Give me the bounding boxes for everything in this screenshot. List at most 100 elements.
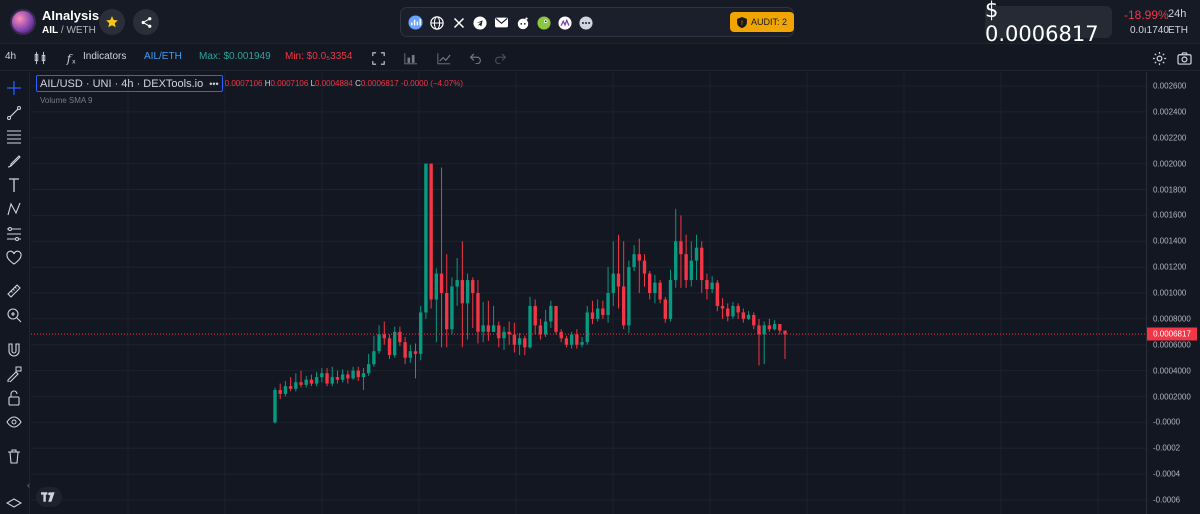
candle-body [434, 273, 439, 300]
candle-body [772, 324, 777, 330]
trendline-icon[interactable] [5, 104, 23, 122]
price-axis-tick: 0.002600 [1153, 81, 1187, 91]
candle-body [304, 379, 308, 385]
pair-toggle[interactable]: AIL/ETH [144, 51, 182, 62]
candle [783, 330, 787, 359]
magnet-icon[interactable] [5, 341, 23, 359]
audit-badge[interactable]: ! AUDIT: 2 [730, 12, 795, 32]
zoom-in-icon[interactable] [5, 306, 23, 324]
trash-icon[interactable] [5, 447, 23, 465]
coinmarketcap-icon[interactable] [557, 15, 572, 30]
price-axis-tick: 0.001600 [1153, 210, 1187, 220]
candle [288, 377, 293, 392]
candle-body [627, 267, 631, 326]
candle [507, 321, 511, 345]
candle-body [299, 382, 303, 385]
symbol-legend[interactable]: AIL/USD · UNI · 4h · DEXTools.io ••• [36, 75, 223, 92]
candle [772, 320, 777, 331]
candle-body [538, 325, 543, 335]
candle-body [330, 377, 334, 384]
line-chart-icon[interactable] [436, 50, 452, 66]
favorite-button[interactable] [99, 9, 125, 35]
candle [632, 245, 636, 272]
candlestick-chart[interactable] [31, 72, 1146, 514]
candle [564, 335, 569, 348]
candle [398, 326, 402, 347]
candle [741, 308, 746, 323]
more-icon[interactable] [578, 15, 593, 30]
ohlc-values: 0.0007106 H0.0007106 L0.0004884 C0.00068… [225, 79, 463, 88]
max-price-label: Max: $0.001949 [199, 51, 271, 62]
camera-icon[interactable] [1176, 50, 1192, 66]
candle-body [419, 312, 423, 354]
globe-icon[interactable] [429, 15, 444, 30]
candle-body [471, 280, 475, 293]
candle-body [512, 334, 517, 345]
candle [720, 298, 725, 319]
candle-body [377, 334, 381, 352]
ruler-icon[interactable] [5, 282, 23, 300]
legend-more-button[interactable]: ••• [209, 78, 219, 89]
candle [523, 335, 527, 356]
price-usd: $ 0.0006817 [985, 0, 1112, 46]
candle-body [294, 382, 298, 389]
tradingview-logo[interactable] [36, 487, 62, 507]
reddit-icon[interactable] [515, 15, 530, 30]
candle [309, 374, 314, 387]
candle [679, 215, 683, 288]
candlestick-icon [34, 51, 46, 65]
indicators-button[interactable]: Indicators [83, 51, 127, 62]
layers-icon[interactable] [5, 496, 23, 514]
dextools-icon[interactable] [408, 15, 423, 30]
bar-chart-icon[interactable] [403, 50, 419, 66]
candle-body [455, 280, 459, 287]
price-axis-tick: 0.001400 [1153, 236, 1187, 246]
candle-type-button[interactable] [32, 50, 48, 66]
candle [445, 254, 449, 348]
lock-drawing-icon[interactable] [5, 365, 23, 383]
candle-body [320, 373, 324, 378]
price-axis-tick: -0.0004 [1153, 469, 1181, 479]
interval-selector[interactable]: 4h [5, 51, 17, 62]
candle-body [762, 325, 766, 335]
text-icon[interactable] [5, 176, 23, 194]
candle-body [460, 280, 465, 304]
collapse-toolbar-icon[interactable]: ‹ [27, 480, 30, 490]
undo-icon[interactable] [467, 50, 483, 66]
candle-body [372, 351, 376, 365]
heart-icon[interactable] [5, 249, 23, 267]
fib-tools-icon[interactable] [5, 225, 23, 243]
lock-icon[interactable] [5, 389, 23, 407]
candle-body [413, 351, 418, 354]
chart-legend: AIL/USD · UNI · 4h · DEXTools.io ••• 0.0… [36, 75, 463, 92]
x-icon[interactable] [451, 15, 466, 30]
close-key: C [355, 79, 361, 88]
candle [346, 370, 350, 384]
share-button[interactable] [133, 9, 159, 35]
pattern-icon[interactable] [5, 200, 23, 218]
brush-icon[interactable] [5, 152, 23, 170]
candle [757, 318, 761, 366]
price-axis-tick: 0.0008000 [1153, 314, 1191, 324]
candle-body [403, 342, 407, 358]
horizontal-lines-icon[interactable] [5, 127, 23, 145]
coingecko-icon[interactable] [536, 15, 551, 30]
candle-body [715, 282, 720, 306]
telegram-icon[interactable] [472, 15, 487, 30]
candle-body [325, 373, 329, 384]
star-icon [106, 16, 118, 28]
settings-icon[interactable] [1151, 50, 1167, 66]
pair-quote: WETH [66, 25, 96, 36]
candle [642, 254, 647, 287]
redo-icon[interactable] [492, 50, 508, 66]
fullscreen-icon[interactable] [370, 50, 386, 66]
email-icon[interactable] [494, 15, 509, 30]
candle [606, 267, 610, 323]
eye-icon[interactable] [5, 413, 23, 431]
candle [278, 383, 282, 400]
crosshair-icon[interactable] [5, 79, 23, 97]
candle-body [361, 373, 366, 378]
price-axis[interactable]: 0.0006817 0.002600 0.002400 0.002200 0.0020… [1146, 72, 1200, 514]
